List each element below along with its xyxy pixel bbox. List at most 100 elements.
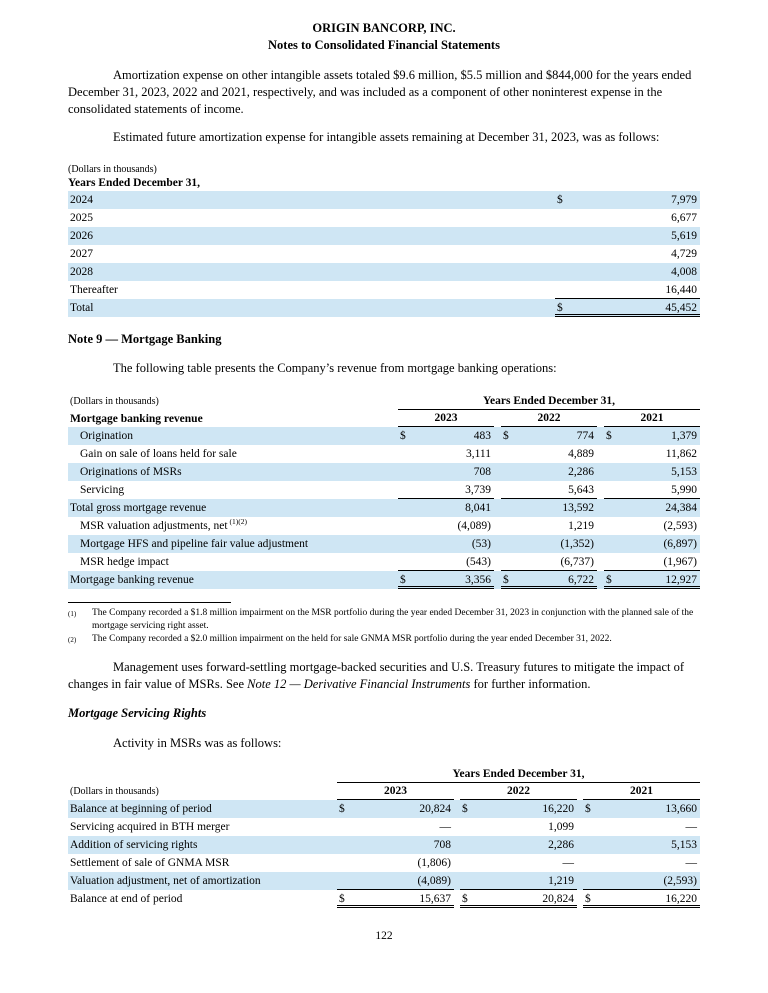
amount-cell: (53)	[398, 535, 494, 553]
row-label: Total	[70, 302, 94, 314]
amount-cell: $15,637	[337, 890, 454, 908]
amount-cell: (543)	[398, 553, 494, 571]
amount-value: 1,379	[671, 430, 697, 442]
amount-cell: (6,897)	[604, 535, 700, 553]
amount-value: (1,352)	[560, 538, 594, 550]
amount-value: 3,111	[465, 448, 491, 460]
dollar-sign: $	[557, 194, 563, 206]
table-row: Origination $483 $774 $1,379	[68, 427, 700, 445]
dollar-sign: $	[606, 430, 612, 442]
amortization-table-body: 2024 $7,979 2025 6,677 2026 5,619 2027 4,729 202…	[68, 191, 700, 317]
amount-value: (6,897)	[663, 538, 697, 550]
note9-heading: Note 9 — Mortgage Banking	[68, 332, 222, 346]
amount-cell: $6,722	[501, 571, 597, 589]
table-row: 2024 $7,979	[68, 191, 700, 209]
amount-value: (2,593)	[663, 874, 697, 887]
amount-value: 6,722	[568, 574, 594, 586]
msr-activity-table-body: Balance at beginning of period $20,824 $16…	[68, 799, 700, 908]
table-row: Mortgage HFS and pipeline fair value adj…	[68, 535, 700, 553]
table-row: MSR hedge impact (543) (6,737) (1,967)	[68, 553, 700, 571]
amount-value: 16,440	[665, 284, 697, 296]
year-column-header: 2021	[583, 783, 700, 800]
amount-value: 7,979	[671, 194, 697, 206]
amount-cell: —	[337, 818, 454, 836]
amount-cell: 5,153	[583, 836, 700, 854]
amount-cell: 16,440	[555, 281, 700, 299]
table-row: Originations of MSRs 708 2,286 5,153	[68, 463, 700, 481]
amount-value: (2,593)	[663, 520, 697, 532]
table-header-row: Years Ended December 31,	[68, 766, 700, 783]
row-label: MSR valuation adjustments, net (1)(2)	[80, 517, 247, 532]
amount-cell: 3,111	[398, 445, 494, 463]
footnote-marker: (1)	[68, 610, 77, 618]
dollar-sign: $	[503, 430, 509, 442]
row-label: Mortgage HFS and pipeline fair value adj…	[80, 538, 309, 550]
mortgage-revenue-table-body: Origination $483 $774 $1,379 Gain on sale of…	[68, 427, 700, 589]
amount-value: —	[685, 820, 698, 833]
amount-value: 24,384	[665, 502, 697, 514]
amount-value: 1,219	[568, 520, 594, 532]
amount-value: 708	[433, 838, 451, 851]
paragraph-note9-intro: The following table presents the Company…	[113, 361, 557, 375]
amount-cell: (2,593)	[604, 517, 700, 535]
row-label: 2025	[70, 212, 93, 224]
paragraph-estimated: Estimated future amortization expense fo…	[113, 130, 660, 144]
amount-cell: (1,352)	[501, 535, 597, 553]
table-row: Balance at end of period $15,637 $20,824 $1…	[68, 890, 700, 908]
table-caption: Years Ended December 31,	[68, 177, 201, 189]
amount-value: 5,990	[671, 484, 697, 496]
years-ended-header: Years Ended December 31,	[398, 393, 700, 410]
row-label: Gain on sale of loans held for sale	[80, 448, 237, 460]
amount-cell: 13,592	[501, 499, 597, 517]
row-group-header: Mortgage banking revenue	[70, 413, 203, 425]
document-header: ORIGIN BANCORP, INC. Notes to Consolidat…	[68, 0, 700, 54]
amount-cell: 4,729	[555, 245, 700, 263]
management-text: for further information.	[470, 676, 591, 691]
amount-cell: $483	[398, 427, 494, 445]
amount-value: —	[685, 856, 698, 869]
row-label: Valuation adjustment, net of amortizatio…	[70, 874, 261, 887]
amount-value: 15,637	[419, 892, 451, 905]
amount-cell: 5,990	[604, 481, 700, 499]
amount-value: —	[562, 856, 575, 869]
dollar-sign: $	[339, 892, 345, 905]
amount-value: —	[439, 820, 452, 833]
page-number: 122	[375, 930, 393, 942]
table-row: Thereafter 16,440	[68, 281, 700, 299]
row-label: 2028	[70, 266, 93, 278]
row-label: Balance at beginning of period	[70, 802, 212, 815]
row-label: Total gross mortgage revenue	[70, 502, 207, 514]
dollar-sign: $	[400, 574, 406, 586]
amount-cell: —	[460, 854, 577, 872]
dollar-sign: $	[606, 574, 612, 586]
amount-cell: 2,286	[460, 836, 577, 854]
row-label: Originations of MSRs	[80, 466, 182, 478]
amount-cell: 4,889	[501, 445, 597, 463]
document-subtitle: Notes to Consolidated Financial Statemen…	[268, 38, 500, 52]
amount-cell: (4,089)	[337, 872, 454, 890]
amount-cell: 11,862	[604, 445, 700, 463]
amount-value: 13,660	[665, 802, 697, 815]
amount-cell: $20,824	[460, 890, 577, 908]
amount-cell: $13,660	[583, 800, 700, 818]
paragraph-msr-intro: Activity in MSRs was as follows:	[113, 735, 282, 750]
amount-value: 4,008	[671, 266, 697, 278]
year-column-header: 2023	[398, 410, 494, 427]
amount-value: 5,153	[671, 466, 697, 478]
table-row: Total $45,452	[68, 299, 700, 317]
table-row: Settlement of sale of GNMA MSR (1,806) — —	[68, 854, 700, 872]
table-row: 2028 4,008	[68, 263, 700, 281]
amount-value: 5,619	[671, 230, 697, 242]
footnote-text: The Company recorded a $2.0 million impa…	[92, 634, 612, 644]
amount-cell: $12,927	[604, 571, 700, 589]
dollar-sign: $	[462, 802, 468, 815]
amount-value: (1,806)	[417, 856, 451, 869]
paragraph-amortization: Amortization expense on other intangible…	[68, 68, 692, 116]
dollar-sign: $	[339, 802, 345, 815]
amount-cell: (4,089)	[398, 517, 494, 535]
table-header-row: Mortgage banking revenue 2023 2022 2021	[68, 410, 700, 427]
row-label: 2026	[70, 230, 93, 242]
amount-cell: 1,099	[460, 818, 577, 836]
footnote-marker: (2)	[68, 636, 77, 644]
year-column-header: 2022	[460, 783, 577, 800]
